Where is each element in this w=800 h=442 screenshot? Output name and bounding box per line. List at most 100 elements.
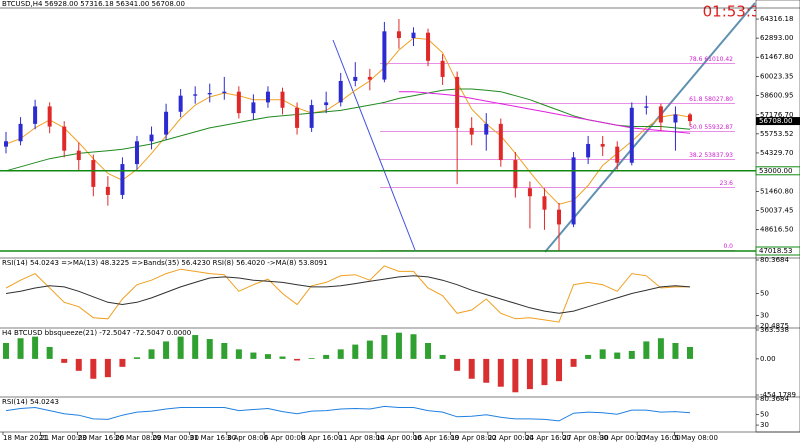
candle-body (280, 91, 285, 108)
candle-body (338, 80, 343, 103)
histogram-bar (410, 334, 417, 359)
candle-body (615, 146, 620, 163)
histogram-bar (90, 358, 97, 379)
y-tick-label: 58600.95 (760, 92, 793, 100)
candle-body (295, 107, 300, 128)
histogram-bar (61, 358, 68, 363)
x-tick-label: 2 May 16:00 (637, 434, 681, 442)
x-tick-label: 24 Apr 16:00 (525, 434, 571, 442)
level-label-box (755, 166, 800, 176)
y-tick-label: -454.1789 (760, 391, 796, 399)
indicator-line (5, 405, 691, 422)
candle-body (469, 127, 474, 135)
indicator-line (5, 275, 691, 314)
histogram-bar (526, 358, 533, 390)
histogram-bar (235, 349, 242, 359)
histogram-bar (483, 358, 490, 383)
candle-body (557, 209, 562, 225)
candle-body (178, 95, 183, 112)
histogram-bar (75, 358, 82, 371)
histogram-bar (3, 342, 9, 359)
last-price-label: 56708.00 (759, 117, 792, 125)
x-tick-label: 5 May 08:00 (674, 434, 718, 442)
y-tick-label: 30 (760, 312, 769, 320)
candle-body (644, 106, 649, 108)
candle-body (222, 91, 227, 94)
x-tick-label: 11 Apr 08:00 (339, 434, 385, 442)
histogram-bar (497, 358, 504, 387)
panel-title: RSI(14) 54.0243 (2, 398, 59, 406)
histogram-bar (585, 354, 592, 359)
histogram-bar (250, 352, 257, 359)
histogram-bar (381, 335, 388, 359)
y-tick-label: 80.3684 (760, 395, 789, 403)
histogram-bar (672, 342, 679, 359)
candle-body (629, 107, 634, 163)
candle-body (440, 60, 445, 77)
candle-body (33, 106, 38, 124)
candle-body (688, 114, 692, 122)
candle-body (207, 93, 212, 95)
candle-body (527, 188, 532, 197)
x-tick-label: 30 Apr 00:00 (600, 434, 646, 442)
x-tick-label: 27 Apr 08:00 (563, 434, 609, 442)
candle-body (586, 143, 591, 158)
histogram-bar (512, 358, 519, 393)
x-tick-label: 19 Apr 08:00 (451, 434, 497, 442)
candle-body (367, 76, 372, 80)
y-tick-label: 50 (760, 289, 769, 297)
candle-body (382, 31, 387, 80)
histogram-bar (628, 350, 635, 359)
histogram-bar (192, 335, 199, 359)
histogram-bar (614, 352, 621, 359)
y-tick-label: 50037.45 (760, 207, 793, 215)
candle-body (411, 32, 416, 39)
x-tick-label: 31 Mar 16:00 (190, 434, 237, 442)
x-tick-label: 14 Apr 00:00 (376, 434, 422, 442)
histogram-bar (46, 346, 53, 359)
indicator-line (398, 91, 691, 134)
candle-body (105, 186, 110, 195)
y-tick-label: 48616.50 (760, 226, 793, 234)
candle-body (265, 91, 270, 103)
candle-body (513, 160, 518, 189)
histogram-bar (323, 354, 330, 359)
candle-body (309, 105, 314, 128)
candle-body (149, 134, 154, 142)
histogram-bar (425, 342, 432, 359)
fib-label: 38.2 53837.93 (689, 152, 733, 159)
level-label-box (755, 246, 800, 256)
histogram-bar (395, 332, 402, 359)
histogram-bar (366, 340, 373, 359)
candle-body (251, 102, 256, 114)
fib-label: 78.6 61010.42 (689, 56, 733, 63)
candle-body (396, 31, 401, 39)
candle-body (542, 196, 547, 210)
candle-body (455, 76, 460, 128)
panel-title: H4 BTCUSD bbsqueeze(21) -72.5047 -72.504… (2, 329, 191, 337)
y-tick-label: 62893.00 (760, 34, 793, 42)
histogram-bar (148, 349, 155, 359)
x-tick-label: 6 Apr 00:00 (264, 434, 305, 442)
indicator-line (5, 37, 691, 205)
trend-channel (544, 2, 756, 253)
candle-body (91, 160, 96, 187)
y-tick-label: 20.4875 (760, 322, 789, 330)
x-tick-label: 3 Apr 08:00 (227, 434, 268, 442)
y-tick-label: 54329.70 (760, 149, 793, 157)
histogram-bar (439, 354, 446, 359)
indicator-line (5, 265, 690, 323)
histogram-bar (133, 357, 140, 359)
histogram-bar (32, 336, 39, 359)
histogram-bar (468, 358, 475, 379)
candle-body (193, 94, 198, 96)
y-tick-label: 30 (760, 421, 769, 429)
histogram-bar (687, 346, 693, 359)
histogram-bar (643, 341, 650, 359)
histogram-bar (177, 336, 184, 359)
x-tick-label: 16 Apr 16:00 (413, 434, 459, 442)
y-tick-label: 61467.80 (760, 53, 793, 61)
histogram-bar (352, 344, 359, 359)
histogram-bar (104, 358, 111, 378)
candle-body (498, 123, 503, 161)
